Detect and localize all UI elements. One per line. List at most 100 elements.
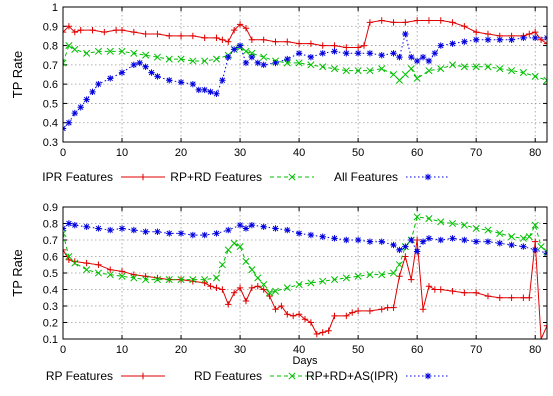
chart-1-series-2-point bbox=[295, 59, 303, 67]
chart-1-series-3-point bbox=[65, 119, 73, 126]
chart-1-series-2-point bbox=[508, 67, 516, 75]
chart-2-series-1-point bbox=[531, 238, 539, 245]
chart-1-series-3-point bbox=[343, 50, 350, 57]
chart-1-series-2-point bbox=[472, 63, 480, 71]
chart-2-series-1-point bbox=[278, 302, 285, 310]
chart-2-ytick-label: 0.6 bbox=[43, 252, 58, 264]
chart-2-series-1-point bbox=[284, 311, 291, 318]
chart-1-ytick-label: 0.4 bbox=[43, 118, 58, 130]
chart-1-series-3-point bbox=[89, 88, 96, 96]
chart-2-series-2-point bbox=[224, 246, 232, 254]
chart-1-series-3-point bbox=[236, 42, 244, 49]
chart-1-ytick-label: 0.7 bbox=[43, 60, 58, 72]
chart-2-series-2-point bbox=[153, 276, 161, 284]
chart-1-ytick-label: 0.3 bbox=[43, 137, 58, 149]
chart-1-series-1-point bbox=[284, 38, 291, 45]
chart-1-series-2-point bbox=[460, 63, 468, 71]
chart-2-ytick-label: 0.4 bbox=[43, 285, 58, 297]
chart-2-series-3-point bbox=[449, 235, 456, 242]
chart-2-series-3-point bbox=[343, 236, 350, 244]
chart-1-series-1-point bbox=[242, 25, 250, 32]
chart-1-series-2-point bbox=[130, 49, 138, 57]
chart-1-series-1-point bbox=[225, 38, 232, 45]
chart-1-series-2-point bbox=[330, 65, 339, 73]
chart-2-series-1-point bbox=[301, 316, 309, 323]
chart-1-series-1-point bbox=[101, 28, 108, 36]
chart-1-series-3-point bbox=[402, 30, 409, 38]
chart-2-series-1-point bbox=[219, 286, 226, 293]
chart-1-series-3-point bbox=[366, 50, 374, 57]
chart-2-series-3-point bbox=[272, 225, 279, 232]
chart-1-series-2-point bbox=[389, 70, 398, 79]
chart-1-xtick-label: 20 bbox=[175, 147, 187, 159]
chart-2-legend-marker-1 bbox=[139, 372, 147, 380]
chart-2-series-3-point bbox=[419, 238, 427, 245]
chart-1-series-3-line bbox=[63, 33, 547, 129]
chart-2-series-2-point bbox=[519, 234, 527, 242]
chart-1-series-2-point bbox=[242, 47, 250, 55]
chart-2-series-3-point bbox=[408, 236, 415, 244]
chart-1-series-2-point bbox=[212, 55, 221, 63]
chart-1-series-1-point bbox=[118, 26, 126, 34]
chart-2-series-1-point bbox=[236, 284, 244, 292]
chart-1-series-3-point bbox=[242, 59, 250, 67]
chart-2-xtick-label: 10 bbox=[116, 344, 128, 356]
chart-2-series-1-point bbox=[83, 259, 90, 267]
chart-1-series-1-point bbox=[537, 36, 545, 43]
chart-2-series-2-point bbox=[106, 271, 114, 279]
chart-2-series-2-point bbox=[389, 269, 398, 277]
chart-1-xtick-label: 0 bbox=[60, 147, 66, 159]
chart-2-series-1-point bbox=[313, 330, 321, 338]
chart-2-series-1 bbox=[63, 236, 547, 339]
chart-2-series-2-point bbox=[307, 279, 315, 287]
chart-2-series-2-point bbox=[395, 261, 403, 269]
chart-2-series-2-point bbox=[218, 261, 226, 269]
chart-1-series-2-point bbox=[319, 63, 327, 71]
chart-1-y-axis-label: TP Rate bbox=[10, 51, 25, 98]
chart-2-series-2-point bbox=[366, 271, 374, 279]
chart-1-series-3-point bbox=[230, 46, 238, 53]
chart-1-xtick-label: 50 bbox=[352, 147, 364, 159]
chart-2-series-3-point bbox=[319, 233, 326, 240]
chart-2-series-1-point bbox=[461, 289, 468, 296]
chart-1-series-2-point bbox=[401, 70, 409, 79]
chart-1-xtick-label: 10 bbox=[116, 147, 128, 159]
chart-2-series-2-point bbox=[330, 276, 339, 284]
chart-2-series-2-point bbox=[212, 274, 221, 282]
chart-2-series-3-line bbox=[63, 222, 547, 254]
chart-2-series-2-point bbox=[496, 229, 504, 237]
chart-1-series-2-point bbox=[201, 57, 209, 65]
chart-2-series-1-point bbox=[295, 311, 303, 318]
chart-2-series-3-point bbox=[437, 236, 444, 244]
chart-1-series-1-line bbox=[63, 19, 547, 48]
chart-1-series-1-point bbox=[189, 32, 197, 40]
chart-1-series-3-point bbox=[319, 50, 326, 57]
chart-1-series-3-point bbox=[284, 55, 291, 63]
chart-1-xtick-label: 80 bbox=[529, 147, 541, 159]
chart-1-series-1-point bbox=[130, 28, 138, 36]
chart-2-legend-label-1: RP Features bbox=[46, 369, 113, 383]
chart-1-series-3-point bbox=[461, 38, 468, 45]
chart-1-series-2-point bbox=[425, 67, 433, 75]
chart-2-legend-label-3: RP+RD+AS(IPR) bbox=[306, 369, 398, 383]
chart-2-x-axis-label: Days bbox=[292, 355, 318, 367]
chart-1-series-1-point bbox=[230, 26, 238, 34]
chart-1-series-3-point bbox=[390, 50, 397, 57]
chart-2-series-2-line bbox=[63, 216, 547, 294]
chart-1-series-1-point bbox=[390, 19, 397, 26]
chart-2-series-1-point bbox=[520, 294, 527, 301]
chart-1-series-3-point bbox=[437, 42, 444, 49]
chart-2-series-1-point bbox=[260, 286, 267, 293]
chart-1-series-3-point bbox=[484, 36, 492, 43]
chart-2-series-1-point bbox=[230, 289, 238, 296]
chart-1-xtick-label: 60 bbox=[411, 147, 423, 159]
chart-2-series-3-point bbox=[213, 230, 220, 237]
chart-1-series-1-point bbox=[526, 30, 533, 38]
chart-2-series-3-point bbox=[107, 226, 114, 234]
chart-1: 0 10 20 30 40 50 60 70 80 0.3 0.4 0.5 0.6 0.7 0.8 0.9 1 T… bbox=[10, 2, 548, 184]
chart-2-series-1-point bbox=[390, 304, 397, 311]
chart-2-xtick-label: 30 bbox=[234, 344, 246, 356]
chart-1-series-3-point bbox=[136, 59, 143, 67]
chart-1-series-3-point bbox=[201, 86, 208, 94]
chart-2-series-2-point bbox=[165, 276, 173, 284]
